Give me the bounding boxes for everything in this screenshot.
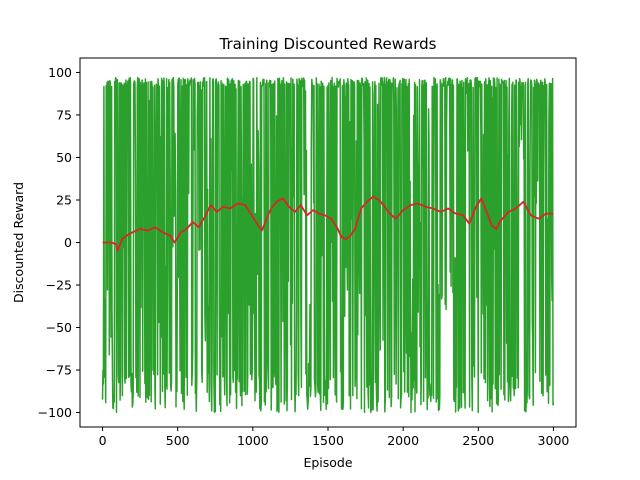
y-axis: −100 −75 −50 −25 0 25 50 75 100 <box>38 65 80 420</box>
x-tick-label: 1000 <box>237 433 269 448</box>
chart-title: Training Discounted Rewards <box>218 35 436 53</box>
y-tick-label: 25 <box>56 192 72 207</box>
y-axis-label: Discounted Reward <box>11 182 26 303</box>
moving-average-series <box>102 195 554 252</box>
y-tick-label: −75 <box>46 363 72 378</box>
x-tick-label: 500 <box>166 433 190 448</box>
y-tick-label: −100 <box>38 405 72 420</box>
plot-area <box>101 76 555 414</box>
y-tick-label: −50 <box>46 320 72 335</box>
y-tick-label: −25 <box>46 278 72 293</box>
x-axis-label: Episode <box>303 455 352 470</box>
x-tick-label: 1500 <box>312 433 344 448</box>
x-tick-label: 2500 <box>462 433 494 448</box>
x-tick-label: 2000 <box>387 433 419 448</box>
raw-rewards-series <box>101 76 555 414</box>
y-tick-label: 100 <box>48 65 72 80</box>
y-tick-label: 0 <box>64 235 72 250</box>
x-tick-label: 3000 <box>538 433 570 448</box>
x-axis: 0 500 1000 1500 2000 2500 3000 <box>99 427 570 448</box>
y-tick-label: 50 <box>56 150 72 165</box>
x-tick-label: 0 <box>99 433 107 448</box>
y-tick-label: 75 <box>56 107 72 122</box>
